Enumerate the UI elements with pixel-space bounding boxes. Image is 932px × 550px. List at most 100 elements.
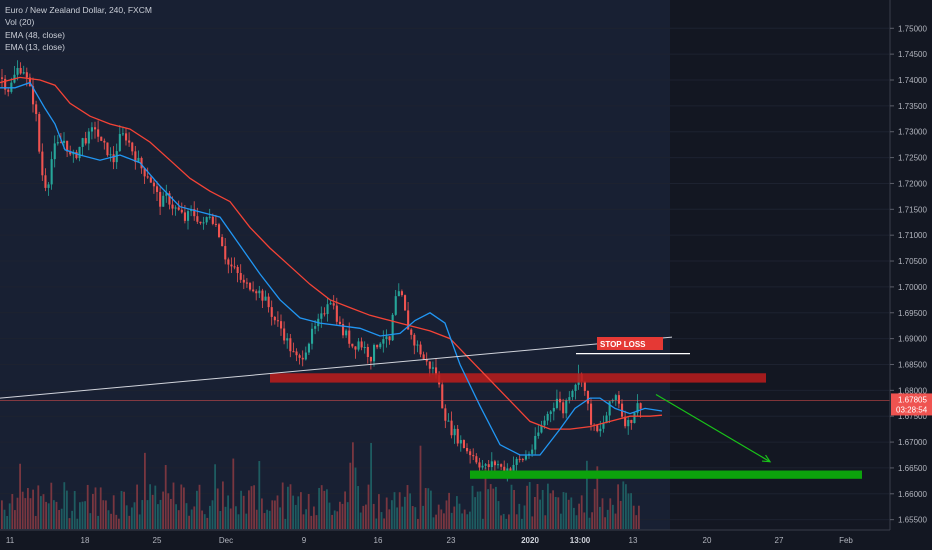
arrow-head	[761, 454, 772, 463]
candle-body	[280, 321, 283, 329]
volume-bar	[170, 498, 172, 529]
candle	[106, 142, 109, 157]
candle	[549, 410, 552, 423]
candle-body	[608, 401, 611, 416]
ema48-legend[interactable]: EMA (48, close)	[5, 29, 65, 40]
indicator-legend: Euro / New Zealand Dollar, 240, FXCM Vol…	[5, 4, 152, 54]
volume-bar	[302, 514, 305, 529]
candle	[19, 62, 22, 75]
candle	[298, 353, 301, 365]
candle-body	[404, 295, 407, 311]
volume-bar	[253, 485, 255, 529]
candle-body	[174, 207, 177, 209]
volume-bar	[497, 501, 500, 529]
volume-bar	[167, 493, 170, 529]
candle	[456, 425, 459, 447]
candle-body	[230, 264, 233, 267]
candle	[87, 128, 90, 151]
candle-body	[450, 420, 453, 436]
volume-bar	[42, 494, 45, 529]
volume-bar	[102, 500, 105, 529]
candle	[187, 209, 190, 230]
volume-bar	[313, 506, 315, 529]
candle	[84, 131, 87, 146]
candle-body	[555, 398, 558, 408]
candle-body	[388, 336, 391, 341]
candle	[450, 411, 453, 439]
candle-body	[22, 72, 25, 74]
candle	[518, 454, 521, 463]
candle-body	[521, 459, 524, 461]
volume-bar	[53, 500, 55, 529]
candle	[258, 285, 261, 299]
candle	[69, 145, 72, 157]
candle-body	[636, 403, 639, 413]
candle	[202, 216, 205, 230]
candle	[565, 398, 568, 419]
candle	[4, 74, 7, 95]
volume-bar	[229, 508, 232, 529]
volume-bar	[198, 484, 201, 529]
candle	[323, 307, 326, 317]
ema13-legend[interactable]: EMA (13, close)	[5, 42, 65, 53]
candle-body	[289, 338, 292, 352]
candle-body	[283, 328, 286, 341]
candle	[562, 398, 565, 419]
candle-body	[413, 334, 416, 346]
volume-bar	[203, 514, 206, 529]
symbol-title[interactable]: Euro / New Zealand Dollar, 240, FXCM	[5, 5, 152, 15]
candle-body	[425, 359, 428, 362]
stop-loss-text: STOP LOSS	[600, 340, 646, 349]
y-tick-label: 1.71000	[898, 231, 927, 240]
volume-bar	[159, 499, 162, 529]
volume-bar	[625, 484, 627, 529]
candle	[128, 132, 131, 147]
candle-body	[373, 344, 376, 362]
candle	[307, 342, 310, 356]
candle	[469, 448, 472, 464]
candle-body	[25, 72, 28, 78]
candle	[227, 257, 230, 274]
candle	[568, 391, 571, 404]
candle	[459, 435, 462, 452]
volume-bar	[614, 513, 617, 529]
candle-body	[171, 204, 174, 209]
volume-bar	[536, 484, 539, 529]
volume-bar	[92, 493, 94, 529]
candle	[156, 181, 159, 201]
volume-legend[interactable]: Vol (20)	[5, 17, 35, 28]
volume-bar	[580, 495, 583, 529]
volume-bar	[466, 514, 469, 529]
candle-body	[459, 440, 462, 444]
y-tick-label: 1.75000	[898, 24, 927, 33]
volume-bar	[3, 509, 6, 529]
x-tick-label: 13	[629, 536, 638, 545]
candle	[301, 350, 304, 367]
candle-body	[264, 296, 267, 301]
volume-bar	[105, 500, 107, 529]
candle-body	[131, 142, 134, 152]
candle-body	[590, 403, 593, 425]
y-tick-label: 1.70500	[898, 257, 927, 266]
volume-bar	[188, 515, 190, 529]
volume-bar	[578, 503, 580, 529]
candle	[329, 300, 332, 305]
volume-bar	[601, 498, 604, 529]
candle-body	[385, 336, 388, 340]
volume-bar	[606, 509, 609, 529]
volume-bar	[565, 492, 567, 529]
candle-body	[125, 133, 128, 141]
volume-bar	[461, 513, 463, 529]
candle	[143, 167, 146, 185]
candle	[199, 221, 202, 225]
volume-bar	[154, 485, 157, 529]
candle-body	[512, 464, 515, 471]
volume-bar	[310, 515, 313, 529]
candle-body	[162, 195, 165, 207]
x-tick-label: 11	[6, 536, 15, 545]
volume-bar	[510, 484, 513, 529]
candle	[627, 416, 630, 435]
candle-body	[28, 77, 31, 87]
volume-bar	[541, 489, 544, 529]
